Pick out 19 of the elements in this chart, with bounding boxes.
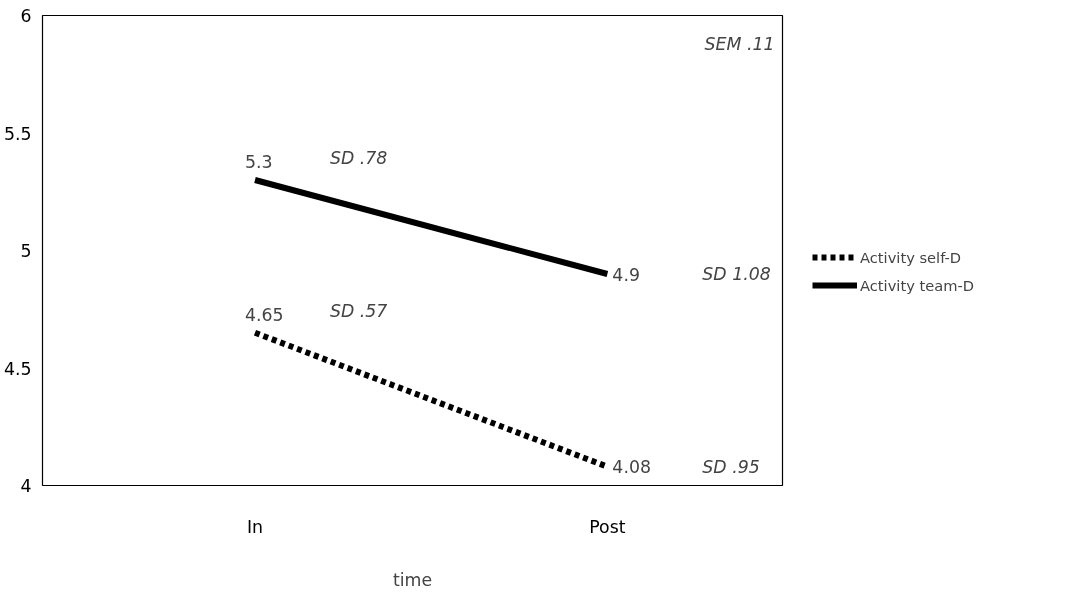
data-label: 4.9 — [612, 264, 640, 285]
annotation: SD .57 — [329, 300, 388, 321]
y-tick-label: 4.5 — [3, 358, 32, 379]
x-axis-title: time — [392, 569, 433, 590]
annotation: SEM .11 — [704, 33, 775, 54]
annotation: SD .95 — [702, 456, 760, 477]
data-label: 4.08 — [612, 457, 651, 478]
data-label: 4.65 — [244, 304, 284, 325]
y-tick-label: 6 — [20, 6, 32, 26]
x-tick-label: Post — [589, 516, 626, 537]
data-label: 5.3 — [244, 152, 273, 172]
legend-label: Activity self-D — [860, 248, 962, 266]
y-tick-label: 5.5 — [3, 123, 32, 144]
y-tick-label: 5 — [20, 241, 32, 261]
x-tick-label: In — [246, 516, 264, 537]
y-tick-label: 4 — [20, 476, 32, 496]
annotation: SD 1.08 — [702, 264, 771, 284]
legend-label: Activity team-D — [860, 276, 975, 294]
annotation: SD .78 — [329, 148, 388, 168]
